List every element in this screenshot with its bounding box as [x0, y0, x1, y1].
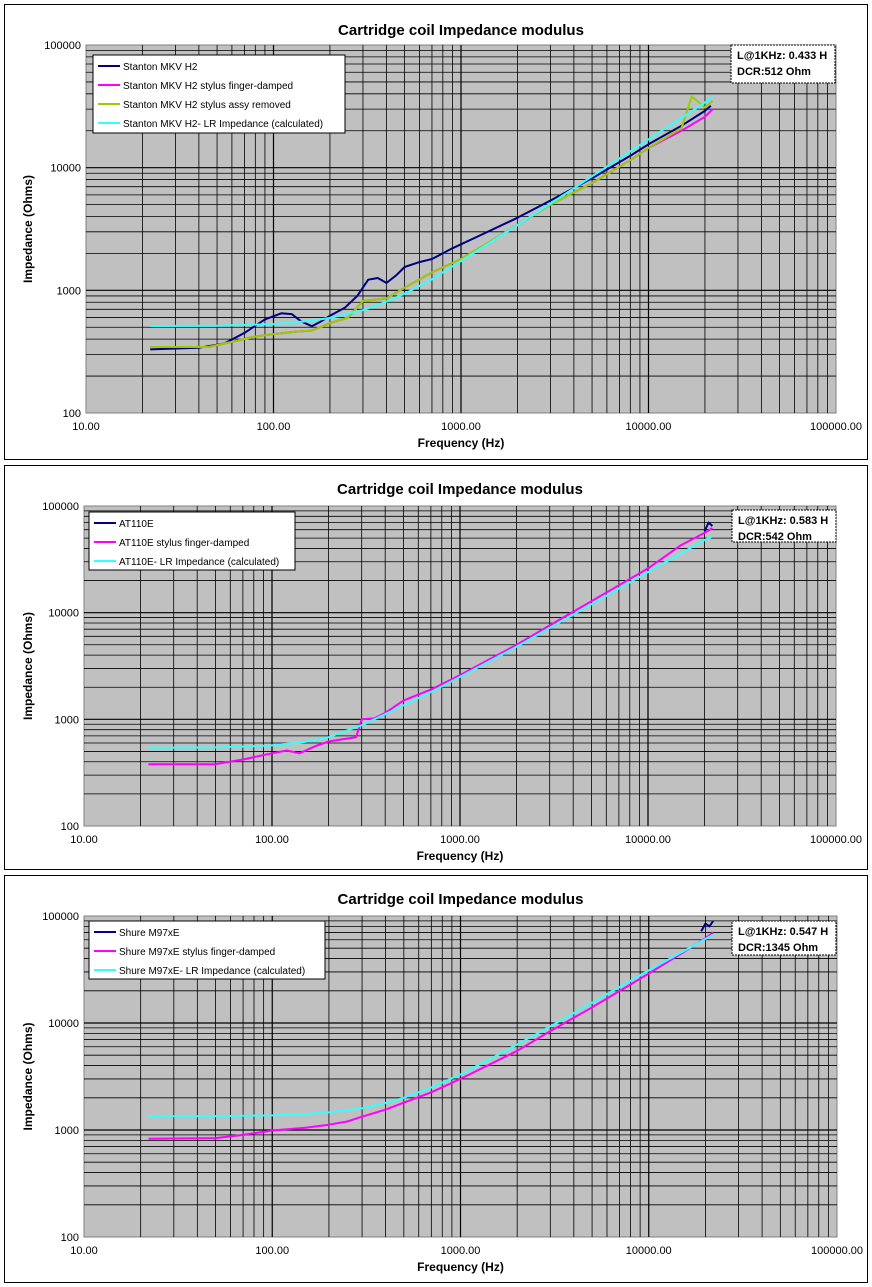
annotation: L@1KHz: 0.547 H DCR:1345 Ohm: [731, 920, 837, 956]
annotation: L@1KHz: 0.583 H DCR:542 Ohm: [731, 509, 837, 543]
annotation-text: DCR:542 Ohm: [738, 531, 812, 543]
legend-label: Stanton MKV H2: [123, 62, 198, 73]
annotation-text: L@1KHz: 0.433 H: [737, 50, 827, 62]
y-tick-label: 100: [61, 821, 79, 833]
annotation-text: L@1KHz: 0.547 H: [738, 926, 828, 938]
x-tick-label: 1000.00: [441, 421, 481, 433]
chart-title: Cartridge coil Impedance modulus: [337, 481, 583, 498]
x-tick-label: 100000.00: [810, 834, 862, 846]
x-tick-label: 100000.00: [810, 421, 862, 433]
y-tick-label: 1000: [57, 285, 81, 297]
series-line: [150, 104, 712, 351]
x-tick-label: 10000.00: [625, 834, 671, 846]
y-axis-label: Impedance (Ohms): [21, 175, 35, 283]
y-tick-label: 100000: [42, 911, 79, 923]
series-line: [150, 95, 714, 327]
series-group: [148, 920, 715, 1140]
legend: Stanton MKV H2 Stanton MKV H2 stylus fing…: [92, 54, 346, 134]
series-group: [150, 95, 714, 351]
x-axis-label: Frequency (Hz): [417, 1260, 504, 1274]
x-tick-label: 1000.00: [441, 1245, 481, 1257]
annotation-box: [731, 509, 837, 543]
x-axis-label: Frequency (Hz): [417, 849, 504, 863]
legend-label: AT110E stylus finger-damped: [119, 538, 249, 549]
legend: Shure M97xE Shure M97xE stylus finger-dam…: [88, 920, 326, 980]
series-line: [150, 95, 714, 348]
y-tick-label: 1000: [55, 714, 79, 726]
y-tick-label: 100: [61, 1232, 79, 1244]
legend-box: [88, 511, 296, 571]
annotation-box: [731, 920, 837, 956]
legend-label: Shure M97xE: [119, 928, 180, 939]
x-axis-label: Frequency (Hz): [418, 436, 505, 450]
annotation-text: DCR:1345 Ohm: [738, 942, 818, 954]
series-line: [700, 920, 715, 932]
x-tick-label: 10.00: [70, 834, 98, 846]
legend-label: Shure M97xE- LR Impedance (calculated): [119, 966, 305, 977]
x-tick-label: 10000.00: [626, 421, 672, 433]
x-tick-label: 100.00: [257, 421, 291, 433]
chart-panel-3: Cartridge coil Impedance modulus 10.00 100…: [4, 875, 868, 1283]
legend: AT110E AT110E stylus finger-damped AT110E-…: [88, 511, 296, 571]
series-line: [148, 933, 714, 1118]
y-tick-label: 10000: [50, 163, 81, 175]
y-axis-label: Impedance (Ohms): [21, 612, 35, 720]
legend-box: [92, 54, 346, 134]
y-tick-label: 10000: [48, 608, 79, 620]
x-tick-label: 100.00: [255, 1245, 289, 1257]
annotation-text: DCR:512 Ohm: [737, 66, 811, 78]
legend-label: AT110E- LR Impedance (calculated): [119, 557, 279, 568]
chart-panel-2: Cartridge coil Impedance modulus 10.00 100…: [4, 465, 868, 870]
y-tick-label: 100000: [42, 501, 79, 513]
y-tick-label: 1000: [55, 1125, 79, 1137]
legend-label: Stanton MKV H2 stylus assy removed: [123, 100, 291, 111]
annotation-text: L@1KHz: 0.583 H: [738, 515, 828, 527]
y-tick-label: 100: [63, 408, 81, 420]
x-tick-label: 1000.00: [440, 834, 480, 846]
annotation-box: [730, 44, 836, 84]
legend-label: Shure M97xE stylus finger-damped: [119, 947, 275, 958]
chart-title: Cartridge coil Impedance modulus: [338, 891, 584, 908]
x-tick-label: 100000.00: [811, 1245, 863, 1257]
legend-box: [88, 920, 326, 980]
y-tick-label: 100000: [44, 40, 81, 52]
annotation: L@1KHz: 0.433 H DCR:512 Ohm: [730, 44, 836, 84]
legend-label: AT110E: [119, 519, 154, 530]
x-tick-label: 100.00: [255, 834, 289, 846]
y-tick-label: 10000: [48, 1018, 79, 1030]
legend-label: Stanton MKV H2 stylus finger-damped: [123, 81, 293, 92]
series-line: [148, 535, 713, 749]
y-axis-label: Impedance (Ohms): [21, 1022, 35, 1130]
series-line: [703, 521, 714, 532]
series-group: [148, 521, 714, 766]
chart-panel-1: Cartridge coil Impedance modulus 10.00 100…: [4, 4, 868, 460]
chart-title: Cartridge coil Impedance modulus: [338, 22, 584, 39]
series-line: [148, 931, 714, 1140]
x-tick-label: 10.00: [72, 421, 100, 433]
legend-label: Stanton MKV H2- LR Impedance (calculated…: [123, 119, 323, 130]
x-tick-label: 10.00: [70, 1245, 98, 1257]
x-tick-label: 10000.00: [626, 1245, 672, 1257]
